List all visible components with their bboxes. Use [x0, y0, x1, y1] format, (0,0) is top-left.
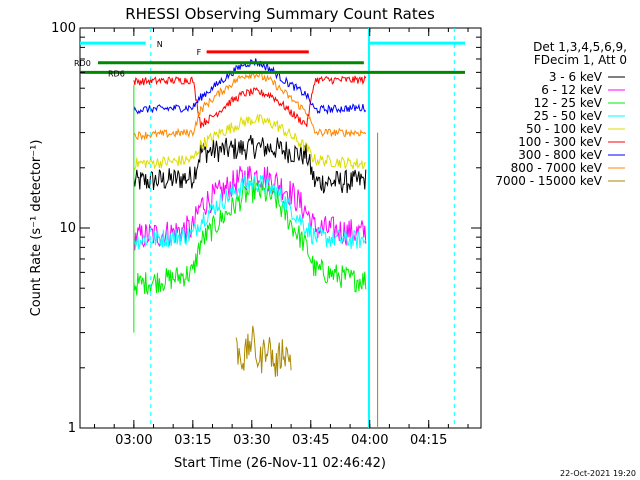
flag-rd0-label: RD0: [74, 59, 91, 68]
series-line-8: [236, 326, 291, 377]
x-tick-label: 03:30: [233, 433, 270, 448]
y-tick-label: 1: [68, 421, 76, 436]
legend-label-0: 3 - 6 keV: [549, 70, 603, 84]
series-line-4: [134, 114, 366, 169]
flag-rd6-label: RD6: [108, 69, 125, 78]
x-tick-label: 04:00: [351, 433, 388, 448]
x-tick-label: 03:45: [292, 433, 329, 448]
x-tick-label: 04:15: [410, 433, 447, 448]
series-line-7: [134, 73, 366, 140]
tick-layer: 03:00 03:15 03:30 03:45 04:00 04:15 1 10 100: [51, 21, 481, 448]
legend-header-2: FDecim 1, Att 0: [534, 53, 627, 67]
legend-label-4: 50 - 100 keV: [526, 122, 603, 136]
legend-label-5: 100 - 300 keV: [518, 135, 602, 149]
legend-header-1: Det 1,3,4,5,6,9,: [533, 40, 627, 54]
plot-area: N F RD0 RD6 03:00 03:15 03:30 03:45 04:00 04:15 1…: [51, 21, 481, 448]
y-axis-label: Count Rate (s⁻¹ detector⁻¹): [29, 140, 44, 317]
x-tick-label: 03:00: [115, 433, 152, 448]
y-tick-label: 100: [51, 21, 76, 36]
flag-n-label: N: [157, 40, 163, 49]
x-tick-label: 03:15: [174, 433, 211, 448]
series-layer: [134, 58, 378, 428]
series-line-6: [134, 58, 366, 113]
legend-label-7: 800 - 7000 keV: [511, 161, 603, 175]
footer-date: 22-Oct-2021 19:20: [560, 469, 636, 478]
chart-title: RHESSI Observing Summary Count Rates: [125, 5, 435, 23]
flag-f-label: F: [197, 48, 202, 57]
legend-label-2: 12 - 25 keV: [534, 96, 603, 110]
legend-label-8: 7000 - 15000 keV: [495, 174, 602, 188]
legend: Det 1,3,4,5,6,9, FDecim 1, Att 0 3 - 6 k…: [495, 40, 627, 188]
y-tick-label: 10: [59, 221, 76, 236]
legend-label-3: 25 - 50 keV: [534, 109, 603, 123]
flag-layer: N F RD0 RD6: [74, 28, 465, 428]
count-rate-chart: RHESSI Observing Summary Count Rates N F R…: [0, 0, 640, 480]
legend-label-6: 300 - 800 keV: [518, 148, 602, 162]
legend-label-1: 6 - 12 keV: [541, 83, 603, 97]
x-axis-label: Start Time (26-Nov-11 02:46:42): [174, 456, 386, 471]
